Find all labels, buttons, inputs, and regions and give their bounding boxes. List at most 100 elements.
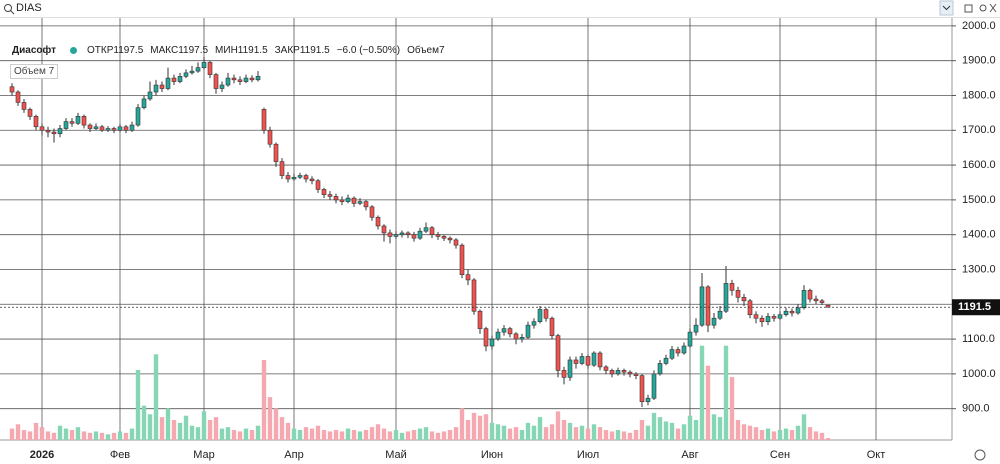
x-tick-label: Июл bbox=[577, 449, 599, 461]
candle-body bbox=[627, 371, 633, 375]
y-tick-label: 1600.0 bbox=[962, 159, 996, 171]
candle-body bbox=[591, 352, 597, 366]
volume-bar bbox=[219, 428, 225, 440]
candle-body bbox=[585, 356, 591, 366]
volume-bar bbox=[645, 425, 651, 440]
legend-value: ЗАКР1191.5 bbox=[274, 45, 330, 56]
y-tick-label: 1000.0 bbox=[962, 368, 996, 380]
candle-body bbox=[489, 338, 495, 347]
candle-body bbox=[759, 317, 765, 322]
volume-bar bbox=[477, 415, 483, 440]
volume-bar bbox=[189, 425, 195, 440]
candle-body bbox=[189, 70, 195, 74]
candle-body bbox=[801, 290, 807, 309]
volume-bar bbox=[687, 415, 693, 440]
volume-bar bbox=[795, 425, 801, 440]
candle-body bbox=[201, 62, 207, 68]
volume-bar bbox=[501, 425, 507, 440]
candle-body bbox=[543, 309, 549, 319]
candle-body bbox=[63, 121, 69, 129]
volume-bar bbox=[177, 422, 183, 440]
legend-value: МАКС1197.5 bbox=[150, 45, 209, 56]
volume-bar bbox=[747, 425, 753, 440]
candle-body bbox=[309, 178, 315, 182]
candle-body bbox=[321, 189, 327, 195]
candle-body bbox=[495, 331, 501, 340]
volume-bar bbox=[735, 420, 741, 440]
search-icon[interactable] bbox=[3, 3, 15, 15]
candle-body bbox=[765, 316, 771, 322]
volume-bar bbox=[495, 424, 501, 440]
x-tick-label: Сен bbox=[770, 449, 790, 461]
volume-bar bbox=[51, 432, 57, 440]
settings-icon[interactable] bbox=[974, 449, 986, 461]
candle-body bbox=[231, 77, 237, 81]
candle-body bbox=[507, 328, 513, 335]
volume-bar bbox=[519, 430, 525, 440]
volume-bar bbox=[453, 427, 459, 440]
volume-bar bbox=[21, 430, 27, 440]
candle-body bbox=[615, 370, 621, 375]
volume-bar bbox=[447, 430, 453, 440]
candle-body bbox=[21, 102, 27, 110]
volume-bar bbox=[183, 415, 189, 440]
candle-body bbox=[33, 116, 39, 128]
price-axis-bg bbox=[952, 18, 1000, 464]
y-tick-label: 2000.0 bbox=[962, 20, 996, 32]
candle-body bbox=[405, 232, 411, 235]
volume-bar bbox=[471, 412, 477, 440]
candle-body bbox=[339, 199, 345, 202]
candle-body bbox=[213, 74, 219, 89]
volume-bar bbox=[741, 424, 747, 440]
volume-bar bbox=[633, 430, 639, 440]
volume-bar bbox=[297, 430, 303, 440]
volume-bar bbox=[801, 414, 807, 440]
candle-body bbox=[729, 283, 735, 291]
volume-bar bbox=[555, 411, 561, 440]
volume-bar bbox=[267, 397, 273, 440]
candle-body bbox=[747, 300, 753, 316]
candle-body bbox=[93, 126, 99, 129]
volume-bar bbox=[135, 370, 141, 440]
candle-body bbox=[531, 321, 537, 326]
volume-bar bbox=[585, 428, 591, 440]
volume-bar bbox=[81, 431, 87, 440]
volume-bar bbox=[777, 430, 783, 440]
window-controls[interactable] bbox=[928, 0, 998, 16]
candle-body bbox=[369, 206, 375, 218]
volume-bar bbox=[117, 431, 123, 440]
y-tick-label: 1500.0 bbox=[962, 194, 996, 206]
volume-bar bbox=[369, 427, 375, 440]
volume-bar bbox=[723, 345, 729, 440]
volume-bar bbox=[639, 420, 645, 440]
candle-body bbox=[675, 349, 681, 354]
volume-bar bbox=[417, 428, 423, 440]
volume-bar bbox=[141, 405, 147, 440]
candle-body bbox=[753, 314, 759, 319]
candle-body bbox=[291, 176, 297, 180]
symbol-search[interactable]: DIAS bbox=[16, 2, 42, 14]
y-tick-label: 1700.0 bbox=[962, 124, 996, 136]
candle-body bbox=[27, 109, 33, 117]
candle-body bbox=[105, 128, 111, 131]
candle-body bbox=[705, 286, 711, 326]
volume-bar bbox=[399, 432, 405, 440]
y-tick-label: 1900.0 bbox=[962, 55, 996, 67]
candle-body bbox=[393, 234, 399, 237]
volume-bar bbox=[813, 431, 819, 440]
y-tick-label: 1400.0 bbox=[962, 229, 996, 241]
candle-body bbox=[381, 225, 387, 234]
candle-body bbox=[273, 143, 279, 162]
volume-bar bbox=[39, 427, 45, 440]
volume-bar bbox=[807, 427, 813, 440]
volume-bar bbox=[603, 430, 609, 440]
x-tick-label: Мар bbox=[193, 449, 215, 461]
volume-bar bbox=[351, 430, 357, 440]
volume-bar bbox=[171, 420, 177, 440]
volume-bar bbox=[357, 431, 363, 440]
candle-body bbox=[621, 370, 627, 373]
volume-bar bbox=[711, 414, 717, 440]
volume-bar bbox=[75, 427, 81, 440]
candle-body bbox=[561, 370, 567, 378]
y-tick-label: 1100.0 bbox=[962, 333, 995, 345]
